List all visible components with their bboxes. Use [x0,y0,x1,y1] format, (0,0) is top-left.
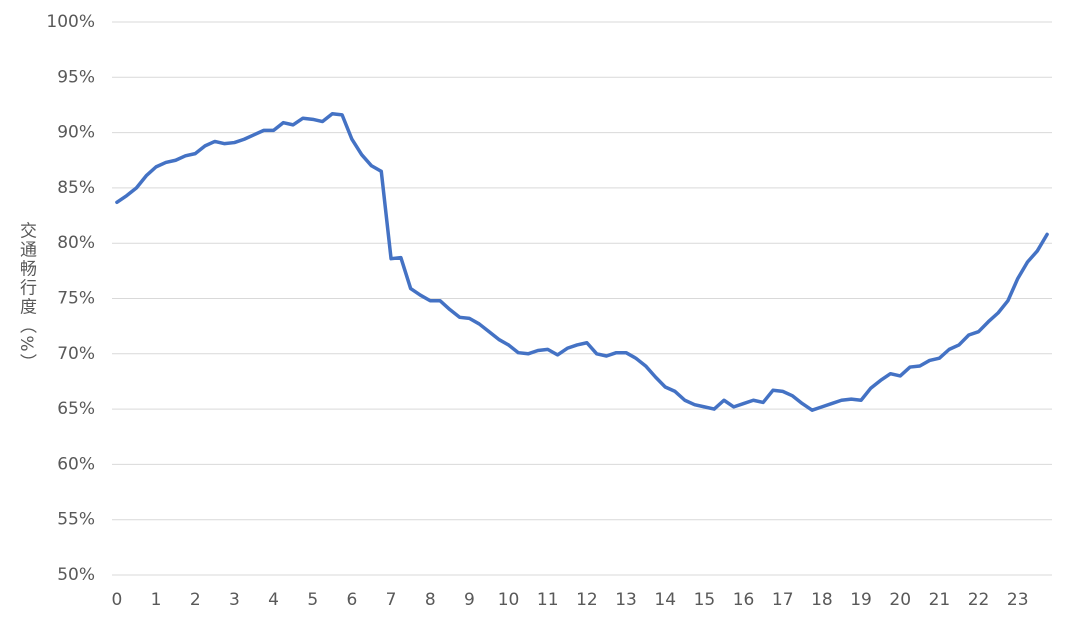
x-tick-label: 7 [386,590,397,610]
x-tick-label: 19 [850,590,872,610]
x-tick-label: 12 [576,590,598,610]
y-tick-label: 65% [57,399,95,419]
x-tick-label: 14 [654,590,676,610]
y-tick-label: 85% [57,178,95,198]
x-tick-label: 15 [694,590,716,610]
y-tick-label: 50% [57,565,95,585]
y-tick-label: 70% [57,344,95,364]
x-tick-label: 9 [464,590,475,610]
x-tick-label: 0 [111,590,122,610]
y-tick-label: 60% [57,454,95,474]
x-tick-label: 18 [811,590,833,610]
x-tick-label: 8 [425,590,436,610]
x-tick-label: 21 [929,590,951,610]
x-tick-label: 22 [968,590,990,610]
y-tick-label: 95% [57,67,95,87]
y-tick-label: 55% [57,510,95,530]
y-tick-label: 100% [46,12,95,32]
x-tick-label: 23 [1007,590,1029,610]
x-tick-label: 6 [346,590,357,610]
y-axis-label: 交通畅行度（%） [16,221,37,372]
x-tick-label: 5 [307,590,318,610]
x-tick-label: 17 [772,590,794,610]
y-tick-label: 75% [57,289,95,309]
x-tick-label: 20 [889,590,911,610]
x-tick-label: 16 [733,590,755,610]
y-tick-label: 80% [57,233,95,253]
x-tick-label: 11 [537,590,559,610]
x-tick-label: 13 [615,590,637,610]
x-tick-label: 3 [229,590,240,610]
x-tick-label: 2 [190,590,201,610]
x-tick-label: 1 [151,590,162,610]
data-line [115,112,1049,412]
y-tick-label: 90% [57,123,95,143]
x-tick-label: 4 [268,590,279,610]
x-tick-label: 10 [498,590,520,610]
